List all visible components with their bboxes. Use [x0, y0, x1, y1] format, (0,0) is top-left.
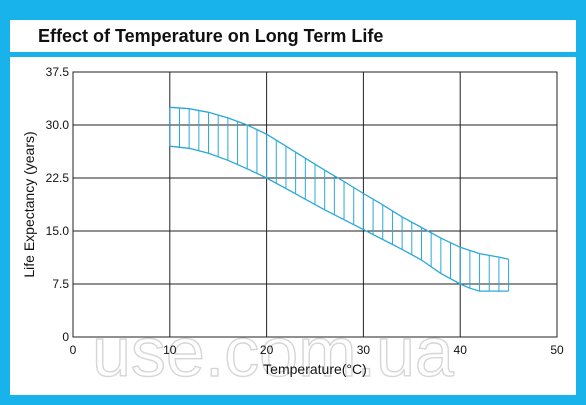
- x-tick-label: 10: [163, 343, 177, 357]
- x-tick-label: 0: [70, 343, 77, 357]
- upper-bound-line: [169, 106, 509, 260]
- y-tick-label: 15.0: [46, 224, 70, 238]
- title-bar: Effect of Temperature on Long Term Life: [10, 20, 576, 52]
- y-tick-label: 37.5: [46, 65, 70, 79]
- lower-bound-line: [169, 145, 509, 292]
- y-tick-label: 7.5: [52, 277, 69, 291]
- watermark-text: use.com.ua: [92, 313, 454, 391]
- y-tick-label: 0: [62, 330, 69, 344]
- chart-panel: [10, 57, 576, 395]
- x-axis-title: Temperature(°C): [263, 361, 367, 377]
- x-tick-label: 50: [550, 343, 564, 357]
- plot-frame: [72, 71, 558, 338]
- chart-title: Effect of Temperature on Long Term Life: [38, 26, 384, 46]
- x-tick-label: 30: [357, 343, 371, 357]
- y-tick-label: 22.5: [46, 171, 70, 185]
- y-tick-label: 30.0: [46, 118, 70, 132]
- x-tick-label: 20: [260, 343, 274, 357]
- x-tick-label: 40: [454, 343, 468, 357]
- y-axis-title: Life Expectancy (years): [21, 131, 37, 277]
